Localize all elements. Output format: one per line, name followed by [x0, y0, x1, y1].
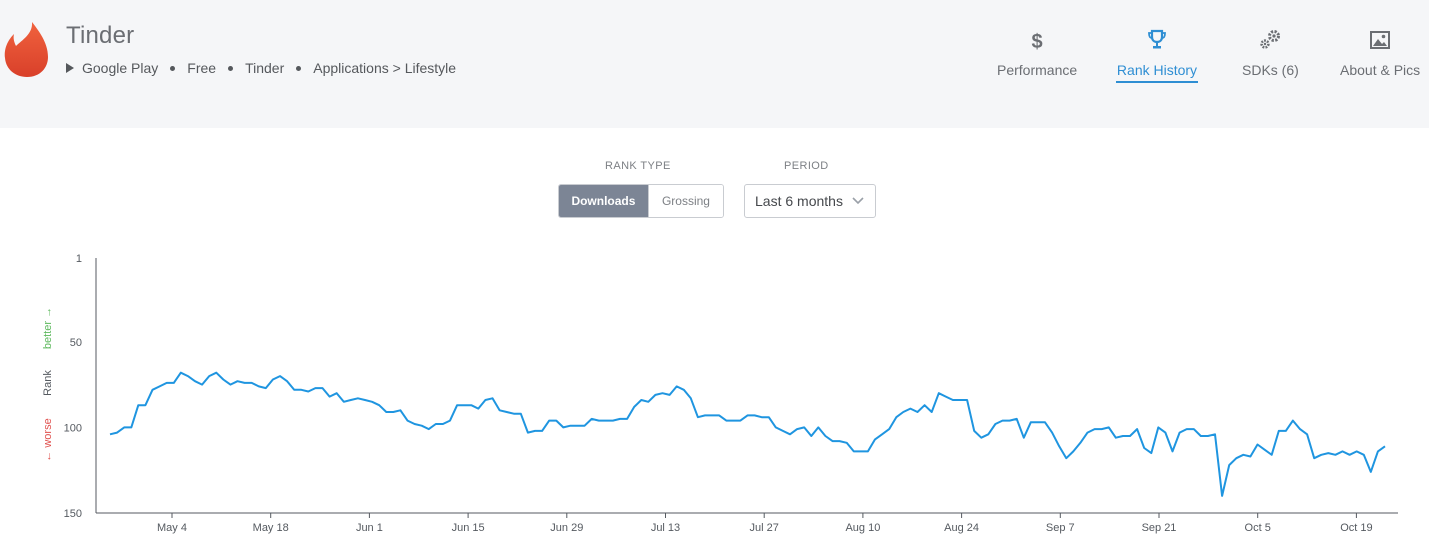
x-tick-label: Jun 1: [356, 522, 383, 534]
y-tick-label: 100: [64, 422, 82, 434]
y-axis-title: better → Rank ← worse: [42, 307, 54, 462]
app-header: Tinder Google Play Free Tinder Applicati…: [0, 0, 1429, 128]
x-tick-label: Aug 24: [944, 522, 979, 534]
gears-icon: [1258, 26, 1282, 54]
nav-label: Performance: [997, 62, 1078, 78]
nav-performance[interactable]: $ Performance: [997, 26, 1077, 86]
series-line: [109, 371, 1386, 497]
breadcrumb: Google Play Free Tinder Applications > L…: [66, 60, 456, 76]
rank-type-label: RANK TYPE: [605, 160, 671, 172]
nav-rank-history[interactable]: Rank History: [1116, 26, 1198, 86]
x-tick-label: Sep 7: [1046, 522, 1075, 534]
nav-sdks[interactable]: SDKs (6): [1242, 26, 1299, 86]
breadcrumb-publisher[interactable]: Tinder: [245, 60, 285, 76]
better-label: better →: [42, 307, 54, 349]
flame-logo: [4, 22, 48, 77]
breadcrumb-price[interactable]: Free: [187, 60, 217, 76]
trophy-icon: [1146, 26, 1168, 54]
x-tick-label: Aug 10: [845, 522, 880, 534]
y-tick-label: 50: [70, 337, 82, 349]
period-label: PERIOD: [784, 160, 829, 172]
y-tick-label: 1: [76, 253, 82, 265]
nav-label: SDKs (6): [1242, 62, 1299, 78]
breadcrumb-category[interactable]: Applications > Lifestyle: [313, 60, 457, 76]
rank-axis-label: Rank: [42, 370, 54, 396]
x-tick-label: Oct 19: [1340, 522, 1372, 534]
bullet-separator: [170, 65, 176, 71]
x-tick-label: Jul 27: [750, 522, 779, 534]
series-points: [110, 373, 1385, 496]
active-tab-underline: [1116, 81, 1198, 83]
chevron-down-icon: [852, 197, 864, 205]
x-tick-label: Oct 5: [1245, 522, 1271, 534]
play-store-icon: [66, 63, 74, 73]
x-tick-label: May 18: [253, 522, 289, 534]
rank-type-toggle: Downloads Grossing: [558, 184, 724, 218]
period-value: Last 6 months: [755, 193, 843, 209]
bullet-separator: [228, 65, 234, 71]
x-tick-label: Jun 29: [550, 522, 583, 534]
nav-label: About & Pics: [1340, 62, 1421, 78]
dollar-icon: $: [1029, 26, 1045, 54]
downloads-button[interactable]: Downloads: [559, 185, 648, 217]
image-icon: [1369, 26, 1391, 54]
x-tick-label: Sep 21: [1142, 522, 1177, 534]
nav-about-pics[interactable]: About & Pics: [1340, 26, 1420, 86]
svg-text:$: $: [1032, 31, 1043, 52]
y-tick-label: 150: [64, 508, 82, 520]
nav-label: Rank History: [1116, 62, 1198, 78]
bullet-separator: [296, 65, 302, 71]
period-select[interactable]: Last 6 months: [744, 184, 876, 218]
x-axis-ticks: May 4 May 18 Jun 1 Jun 15 Jun 29 Jul 13 Jul 27…: [157, 513, 1373, 534]
x-tick-label: May 4: [157, 522, 187, 534]
app-title: Tinder: [66, 22, 135, 49]
x-tick-label: Jul 13: [651, 522, 680, 534]
worse-label: ← worse: [42, 418, 54, 461]
grossing-button[interactable]: Grossing: [647, 185, 723, 217]
breadcrumb-store[interactable]: Google Play: [82, 60, 159, 76]
x-tick-label: Jun 15: [452, 522, 485, 534]
